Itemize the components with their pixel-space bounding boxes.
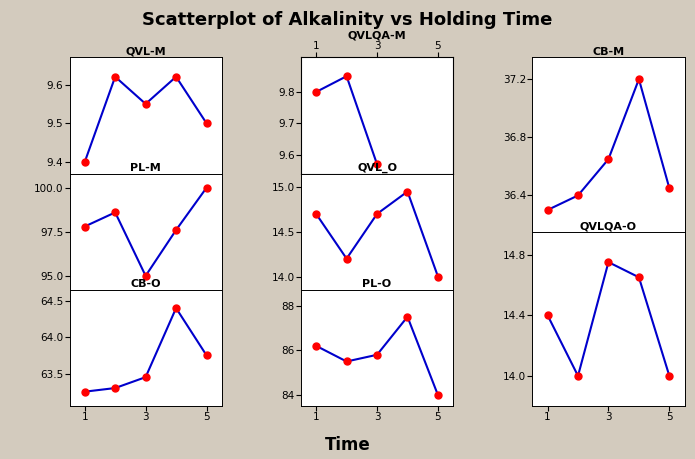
Text: Time: Time	[325, 437, 370, 454]
Text: Scatterplot of Alkalinity vs Holding Time: Scatterplot of Alkalinity vs Holding Tim…	[142, 11, 553, 29]
Title: PL-M: PL-M	[130, 163, 161, 173]
Title: QVLQA-M: QVLQA-M	[348, 30, 407, 40]
Title: CB-O: CB-O	[131, 279, 161, 289]
Title: CB-M: CB-M	[592, 47, 625, 56]
Title: QVL-M: QVL-M	[125, 47, 166, 56]
Title: PL-O: PL-O	[363, 279, 391, 289]
Title: QVLQA-O: QVLQA-O	[580, 221, 637, 231]
Title: QVL_O: QVL_O	[357, 163, 397, 173]
